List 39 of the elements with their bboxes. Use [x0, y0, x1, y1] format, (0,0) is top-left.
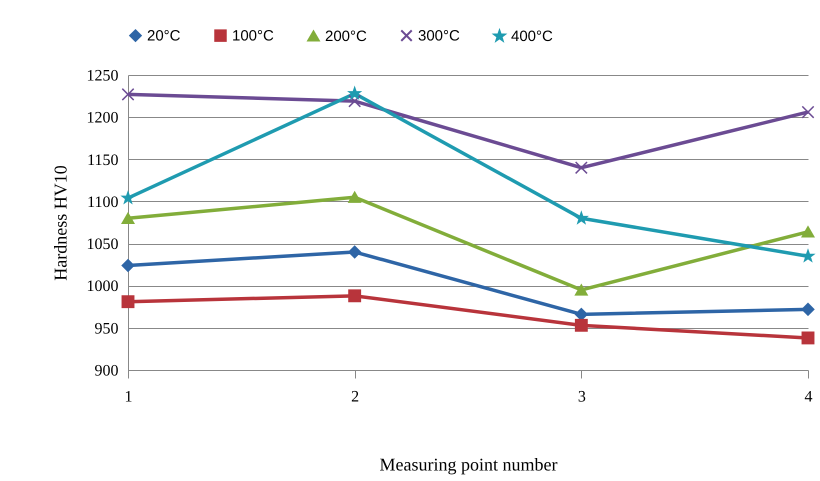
y-tick-label: 1150 [87, 152, 118, 169]
y-tick-label: 900 [94, 362, 118, 380]
point [574, 308, 588, 321]
point [122, 212, 134, 224]
point [802, 250, 814, 262]
point [348, 192, 362, 203]
y-tick-label: 1000 [86, 278, 118, 296]
point [574, 318, 588, 332]
legend-label: 400°C [511, 28, 554, 46]
point [348, 246, 362, 258]
y-tick-label: 1050 [86, 236, 118, 254]
point [802, 226, 814, 238]
point [802, 332, 814, 344]
point [574, 161, 588, 174]
legend-label: 200°C [325, 28, 368, 45]
point [122, 259, 134, 272]
point [348, 289, 362, 302]
x-tick-label: 4 [804, 388, 812, 406]
x-tick-label: 3 [578, 388, 586, 406]
y-axis-title: Hardness HV10 [50, 165, 70, 281]
y-tick-label: 950 [94, 320, 118, 338]
point [122, 192, 134, 204]
x-tick-label: 1 [124, 388, 132, 406]
point [575, 212, 588, 224]
point [574, 284, 588, 296]
point [348, 87, 361, 99]
legend-label: 300°C [418, 28, 460, 45]
x-tick-label: 2 [351, 388, 360, 406]
legend-label: 100°C [232, 28, 274, 45]
point [122, 88, 134, 101]
point [122, 295, 134, 308]
y-tick-label: 1250 [86, 68, 118, 84]
y-tick-label: 1100 [87, 194, 118, 211]
point [802, 302, 814, 316]
point [802, 106, 814, 119]
y-tick-label: 1200 [86, 110, 118, 127]
point [348, 94, 362, 108]
x-axis-title: Measuring point number [380, 454, 558, 474]
legend-label: 20°C [147, 28, 181, 45]
